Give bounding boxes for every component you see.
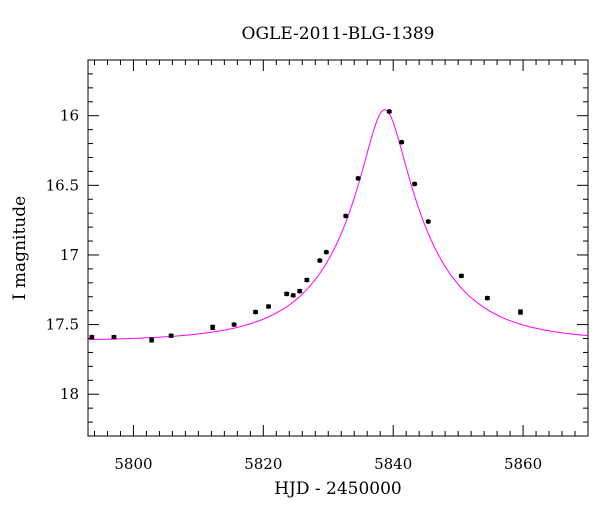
data-point xyxy=(253,309,258,315)
data-point xyxy=(290,292,296,298)
data-point xyxy=(168,333,174,339)
data-point xyxy=(355,175,361,181)
plot-frame xyxy=(87,59,589,437)
data-point xyxy=(399,139,405,145)
data-point xyxy=(386,109,392,114)
y-axis-title: I magnitude xyxy=(10,196,30,300)
data-point xyxy=(323,249,329,255)
x-tick-label: 5800 xyxy=(114,455,152,473)
data-point xyxy=(412,181,418,187)
x-tick-label: 5860 xyxy=(504,455,542,473)
y-tick-label: 16 xyxy=(60,107,79,125)
y-tick-label: 17 xyxy=(60,246,79,264)
data-point xyxy=(458,273,464,279)
data-point xyxy=(231,322,237,327)
data-point xyxy=(484,295,490,301)
data-point xyxy=(425,219,431,224)
data-point xyxy=(89,334,95,340)
x-tick-label: 5840 xyxy=(374,455,412,473)
ticks-layer xyxy=(88,59,589,437)
data-point xyxy=(518,309,523,315)
data-point xyxy=(343,213,349,219)
y-tick-label: 18 xyxy=(60,385,79,403)
data-point xyxy=(111,334,117,340)
data-point xyxy=(317,258,323,263)
data-point xyxy=(210,324,216,330)
y-tick-label: 17.5 xyxy=(46,316,79,334)
data-point xyxy=(284,291,290,297)
chart-title: OGLE-2011-BLG-1389 xyxy=(242,24,435,44)
data-point xyxy=(149,337,155,343)
data-point xyxy=(266,304,271,309)
data-point xyxy=(297,288,303,294)
x-tick-label: 5820 xyxy=(244,455,282,473)
model-curve xyxy=(87,109,589,341)
model-layer xyxy=(87,109,589,341)
data-points-layer xyxy=(89,109,523,343)
data-point xyxy=(304,277,310,283)
x-axis-title: HJD - 2450000 xyxy=(274,479,402,499)
tick-labels-layer: 5800 5820 5840 5860 16 16.5 17 17.5 18 xyxy=(46,107,543,473)
plot-frame-layer xyxy=(87,59,589,437)
y-tick-label: 16.5 xyxy=(46,176,79,194)
